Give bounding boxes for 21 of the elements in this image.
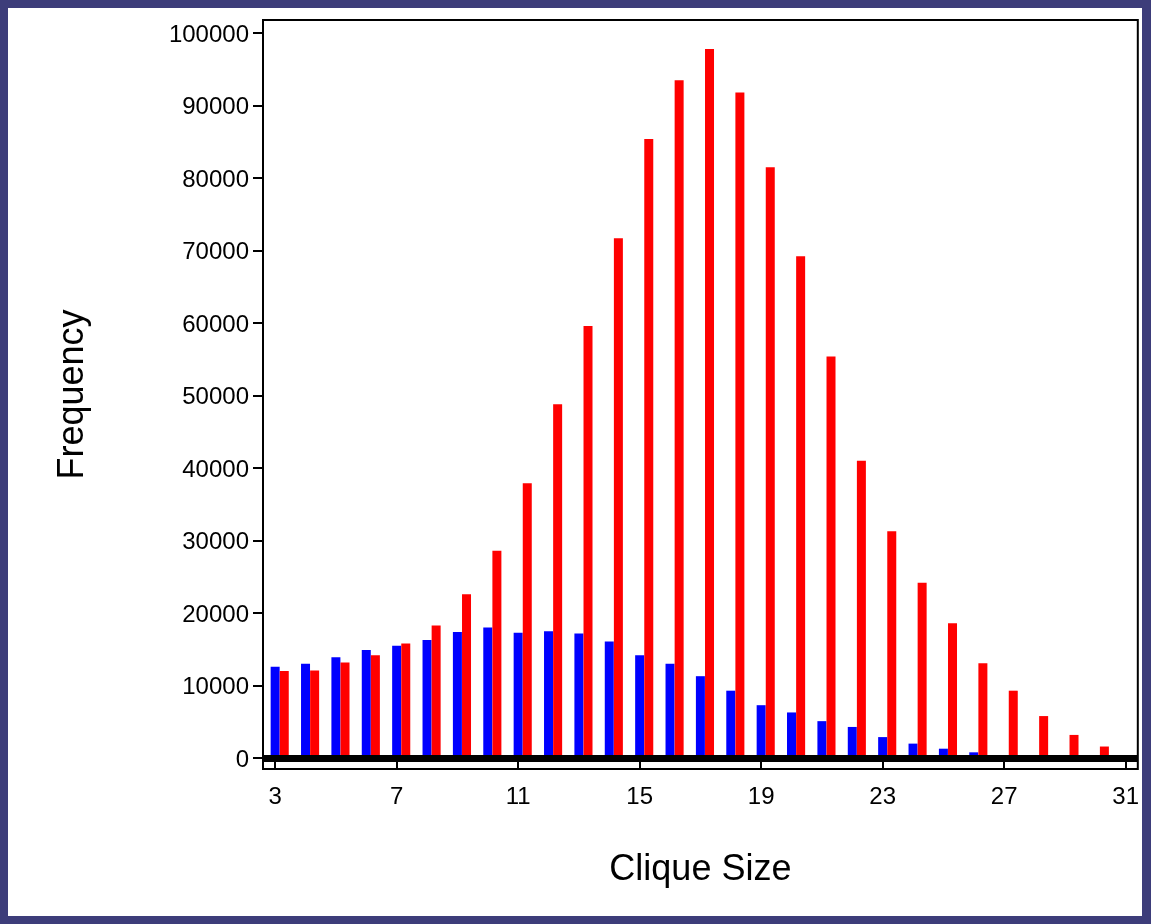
- y-tick-label: 0: [235, 744, 249, 772]
- x-axis-title: Clique Size: [609, 846, 792, 888]
- y-tick-label: 90000: [182, 92, 249, 120]
- y-tick-label: 40000: [182, 454, 249, 482]
- y-tick-label: 30000: [182, 527, 249, 555]
- y-tick-label: 20000: [182, 599, 249, 627]
- y-tick-label: 10000: [182, 672, 249, 700]
- x-tick-label: 15: [626, 781, 653, 809]
- y-tick-label: 50000: [182, 382, 249, 410]
- x-tick-label: 23: [869, 781, 896, 809]
- y-tick-label: 70000: [182, 237, 249, 265]
- y-tick-label: 80000: [182, 164, 249, 192]
- x-tick-label: 19: [747, 781, 775, 809]
- x-tick-label: 3: [268, 781, 282, 809]
- y-axis-title: Frequency: [49, 309, 91, 480]
- x-tick-label: 11: [505, 781, 531, 809]
- x-tick-label: 7: [389, 781, 404, 809]
- y-tick-label: 100000: [168, 19, 249, 47]
- x-tick-label: 27: [990, 781, 1018, 809]
- x-tick-label: 31: [1112, 781, 1139, 809]
- y-tick-label: 60000: [182, 309, 249, 337]
